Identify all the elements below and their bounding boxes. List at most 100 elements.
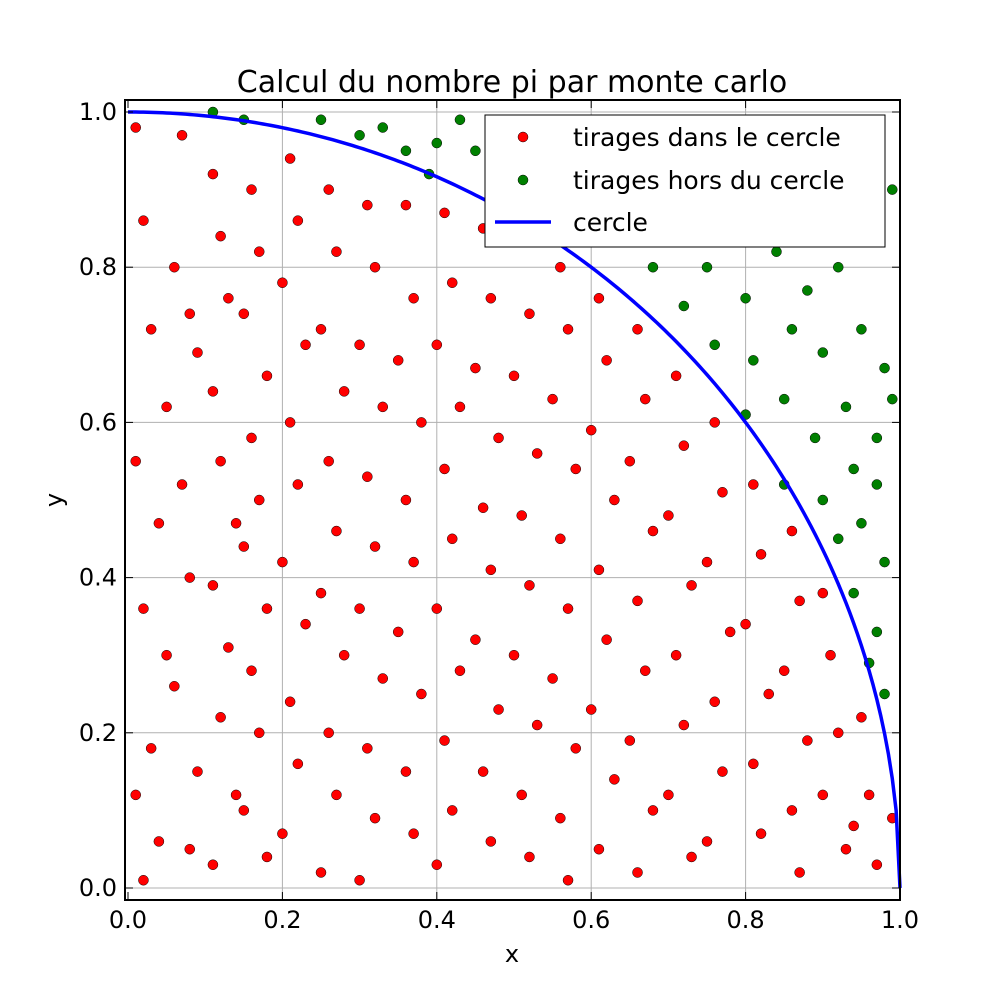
data-point-outside: [879, 362, 890, 374]
data-point-inside: [477, 766, 489, 777]
data-point-inside: [562, 324, 574, 335]
data-point-outside: [748, 355, 759, 366]
data-point-inside: [678, 719, 690, 731]
data-point-inside: [253, 727, 265, 739]
data-point-inside: [871, 859, 883, 870]
legend-marker-inside: [517, 131, 529, 143]
legend-label-inside: tirages dans le cercle: [573, 123, 841, 152]
data-point-inside: [701, 556, 713, 568]
data-point-inside: [354, 874, 365, 886]
data-point-outside: [840, 401, 852, 413]
data-point-inside: [400, 494, 412, 506]
data-point-outside: [879, 556, 890, 568]
data-point-inside: [593, 843, 605, 855]
data-point-inside: [786, 525, 798, 537]
data-point-inside: [192, 766, 203, 777]
data-point-inside: [632, 324, 643, 335]
data-point-inside: [184, 308, 196, 320]
data-point-inside: [601, 355, 612, 366]
data-point-inside: [601, 634, 612, 645]
data-point-inside: [331, 789, 342, 801]
data-point-inside: [377, 401, 389, 413]
data-point-outside: [856, 324, 867, 335]
data-point-inside: [570, 743, 582, 754]
data-point-inside: [593, 564, 605, 576]
y-tick-label: 1.0: [79, 98, 117, 126]
data-point-inside: [431, 603, 443, 614]
data-point-inside: [284, 417, 296, 428]
data-point-inside: [246, 665, 257, 676]
data-point-inside: [547, 393, 558, 405]
data-point-inside: [207, 168, 219, 180]
data-point-inside: [555, 533, 566, 545]
data-point-outside: [771, 246, 782, 257]
y-tick-label: 0.6: [79, 408, 117, 436]
data-point-inside: [748, 758, 759, 770]
data-point-inside: [454, 401, 466, 413]
data-point-inside: [315, 867, 327, 878]
legend-box: [484, 114, 886, 248]
data-point-inside: [802, 735, 813, 746]
data-point-inside: [392, 626, 404, 638]
data-point-inside: [369, 812, 381, 824]
data-point-inside: [207, 386, 219, 397]
data-point-inside: [315, 324, 327, 335]
data-point-inside: [647, 525, 659, 537]
data-point-outside: [740, 292, 751, 304]
data-point-inside: [454, 665, 466, 676]
data-point-inside: [562, 874, 574, 886]
data-point-outside: [802, 285, 813, 296]
data-point-inside: [338, 649, 350, 661]
data-point-inside: [246, 184, 257, 195]
y-axis-label: y: [40, 493, 68, 507]
data-point-outside: [848, 587, 859, 599]
data-point-inside: [524, 851, 535, 863]
data-point-inside: [686, 851, 697, 863]
y-tick-label: 0.2: [79, 719, 117, 747]
data-point-outside: [647, 261, 659, 273]
data-point-inside: [392, 355, 404, 366]
data-point-inside: [593, 292, 605, 304]
data-point-inside: [531, 448, 543, 459]
data-point-outside: [848, 463, 859, 475]
data-point-inside: [755, 828, 767, 839]
data-point-outside: [377, 122, 389, 133]
data-point-inside: [292, 215, 304, 226]
data-point-inside: [516, 789, 527, 801]
data-point-inside: [485, 836, 497, 847]
data-point-inside: [624, 735, 636, 746]
data-point-inside: [323, 455, 334, 467]
data-point-inside: [508, 370, 520, 382]
data-point-inside: [516, 510, 527, 521]
data-point-inside: [632, 867, 643, 878]
data-point-inside: [470, 362, 481, 374]
data-point-inside: [354, 339, 365, 351]
data-point-inside: [408, 556, 419, 568]
data-point-inside: [825, 649, 836, 661]
x-tick-label: 1.0: [881, 906, 919, 934]
data-point-inside: [848, 820, 859, 832]
data-point-inside: [207, 580, 219, 591]
data-point-inside: [238, 541, 250, 552]
data-point-inside: [192, 347, 203, 358]
data-point-inside: [817, 587, 829, 599]
data-point-inside: [362, 471, 373, 482]
data-point-inside: [169, 680, 180, 692]
data-point-inside: [663, 510, 674, 521]
data-point-inside: [362, 743, 373, 754]
legend-label-circle: cercle: [573, 208, 648, 237]
data-point-inside: [261, 370, 273, 382]
data-point-inside: [284, 696, 296, 708]
data-point-inside: [585, 424, 597, 436]
legend-label-outside: tirages hors du cercle: [573, 166, 845, 195]
data-point-outside: [701, 261, 713, 273]
data-point-inside: [832, 727, 844, 739]
x-axis-ticks: 0.0 0.2 0.4 0.6 0.8 1.0: [109, 100, 919, 934]
data-point-inside: [400, 766, 412, 777]
data-point-outside: [400, 145, 412, 157]
data-point-inside: [639, 393, 651, 405]
data-point-inside: [639, 665, 651, 676]
data-point-inside: [161, 401, 172, 413]
data-point-inside: [485, 564, 497, 576]
data-point-inside: [477, 502, 489, 514]
